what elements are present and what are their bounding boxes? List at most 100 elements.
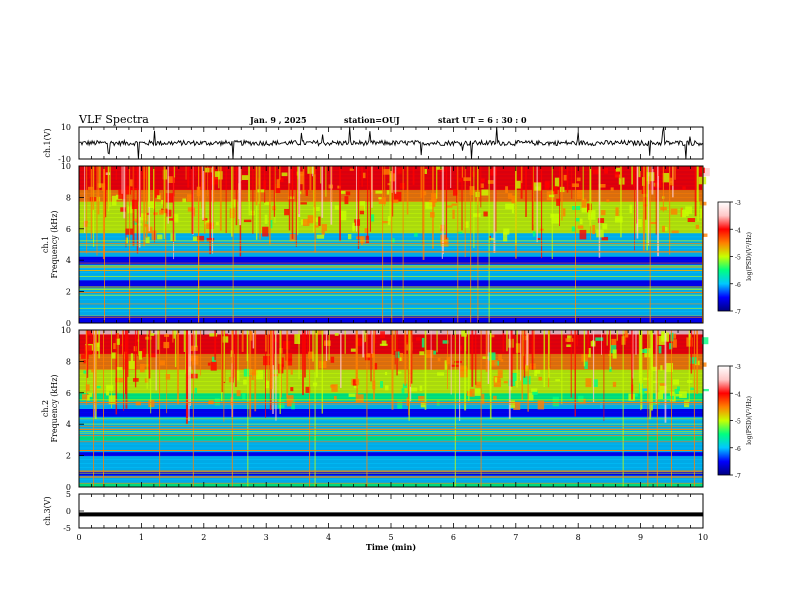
sferic-streak (636, 166, 639, 231)
spectrogram-cell (344, 196, 349, 205)
sferic-streak (651, 330, 653, 370)
spectrogram-cell (433, 350, 437, 355)
sferic-streak (270, 330, 273, 389)
spectrogram-cell (192, 236, 198, 241)
ch1-waveform-panel: 10 -10 ch.1(V) (43, 123, 704, 164)
spectrogram-band (79, 283, 703, 289)
spectrogram-cell (275, 183, 281, 194)
sferic-streak (561, 166, 563, 221)
colorbar-tick-label: -7 (735, 309, 741, 316)
sferic-streak (487, 330, 490, 384)
sferic-streak (533, 330, 535, 359)
colorbar-tick-label: -4 (735, 391, 741, 398)
spectrogram-cell (83, 359, 87, 364)
spectrogram-cell (585, 378, 592, 388)
spectrogram-cell (129, 179, 134, 187)
sferic-streak (127, 330, 129, 377)
spectrogram-cell (196, 235, 205, 242)
spectrogram-cell (600, 210, 606, 216)
spectrogram-cell (552, 396, 559, 407)
spectrogram-cell (418, 395, 425, 402)
sferic-streak (163, 166, 165, 240)
spectrogram-cell (125, 228, 133, 235)
spectrogram-band (79, 396, 703, 402)
colorbar-tick-label: -5 (735, 255, 741, 262)
spectrogram-band (79, 349, 703, 355)
sferic-streak (221, 330, 223, 393)
spectrogram-cell (615, 207, 619, 216)
spectrogram-cell (288, 196, 295, 199)
spectrogram-band (79, 388, 703, 394)
sferic-streak (464, 166, 466, 258)
sferic-streak (651, 166, 654, 195)
sferic-streak (355, 166, 358, 232)
y-tick-label: 8 (66, 357, 71, 366)
colorbar-tick-label: -3 (735, 364, 741, 371)
ch3-signal-line (79, 512, 703, 517)
sferic-streak (657, 166, 660, 257)
sferic-streak (361, 166, 363, 187)
sferic-streak (525, 166, 527, 217)
spectrogram-cell (204, 167, 212, 173)
spectrogram-cell (563, 174, 567, 181)
y-tick-label: 10 (61, 162, 71, 171)
sferic-streak (649, 330, 651, 420)
spectrogram-cell (321, 224, 327, 232)
sferic-streak (143, 166, 146, 247)
sferic-streak (238, 166, 241, 220)
spectrogram-cell (149, 333, 155, 336)
sferic-streak (255, 166, 258, 206)
colorbar-bar (717, 201, 731, 312)
sferic-streak (450, 166, 452, 189)
spectrogram-cell (459, 345, 463, 351)
sferic-streak (90, 166, 93, 240)
spectrogram-cell (507, 193, 513, 199)
spectrogram-cell (263, 355, 270, 366)
sferic-streak (650, 330, 653, 411)
spectrogram-cell (215, 222, 219, 226)
sferic-streak (371, 166, 373, 208)
sferic-streak (314, 166, 316, 253)
spectrogram-band (79, 205, 703, 210)
sferic-streak (225, 166, 227, 233)
sferic-streak (157, 330, 159, 350)
spectrogram-band (79, 447, 703, 453)
sferic-streak (202, 166, 204, 220)
spectrogram-cell (669, 180, 674, 186)
spectrogram-cell (269, 220, 273, 229)
sferic-streak (495, 166, 497, 232)
spectrogram-cell (392, 199, 399, 204)
sferic-streak (638, 330, 640, 383)
sferic-streak (456, 166, 458, 203)
colorbar-label: log(PSD)(V²/Hz) (746, 232, 753, 281)
spectrogram-cell (281, 172, 288, 177)
sferic-streak (155, 330, 157, 391)
sferic-streak (259, 166, 261, 240)
spectrogram-cell (614, 168, 619, 178)
spectrogram-cell (426, 349, 434, 358)
sferic-streak (302, 166, 305, 195)
spectrogram-cell (209, 333, 218, 337)
spectrogram-cell (315, 330, 324, 335)
sferic-streak (185, 330, 186, 374)
sferic-streak (694, 166, 697, 217)
spectrogram-cell (425, 202, 433, 209)
spectrogram-cell (651, 401, 658, 406)
sferic-streak (515, 166, 517, 245)
sferic-streak (447, 330, 448, 390)
spectrogram-cell (544, 181, 550, 190)
spectrogram-cell (686, 212, 689, 217)
sferic-streak (531, 330, 534, 370)
spectrogram-cell (334, 333, 339, 336)
spectrogram-cell (211, 176, 219, 185)
sferic-streak (644, 166, 647, 220)
spectrogram-cell (290, 369, 293, 375)
spectrogram-cell (480, 183, 484, 188)
sferic-streak (248, 166, 250, 216)
ch2-colorbar: -3 -4 -5 -6 -7 log(PSD)(V²/Hz) (717, 364, 753, 480)
spectrogram-cell (331, 384, 338, 392)
spectrogram-cell (348, 393, 356, 397)
spectrogram-cell (634, 393, 638, 397)
sferic-streak (473, 166, 475, 248)
spectrogram-cell (145, 336, 152, 340)
